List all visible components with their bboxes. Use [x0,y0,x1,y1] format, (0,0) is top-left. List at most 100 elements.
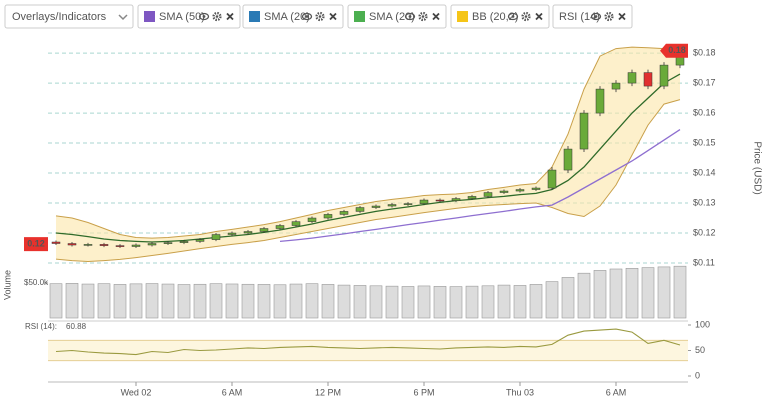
volume-bar [625,267,639,319]
candle-body [323,214,333,219]
y-tick-label: 50 [695,345,705,355]
candle-body [163,242,173,244]
moving-average [55,73,681,243]
candle-body [371,205,381,208]
volume-bar [289,283,303,319]
candle-body [595,88,605,114]
indicator-name: BB (20,2) [472,11,518,23]
volume-bar [225,283,239,319]
volume-bar [577,272,591,319]
indicator-swatch [144,11,155,22]
candle-body [115,245,125,247]
candle-body [467,196,477,199]
y-tick-label: $0.16 [693,107,716,117]
candle-body [99,244,109,246]
indicator-name: SMA (20) [369,11,415,23]
price-tag [660,43,688,58]
candle-body [211,234,221,240]
gear-icon[interactable] [315,11,325,22]
volume-bar [481,285,495,319]
volume-bar [81,283,95,319]
indicator-dropdown[interactable] [4,4,134,29]
candle-body [179,241,189,243]
x-tick-label: Wed 02 [121,387,152,397]
volume-bar [97,283,111,319]
candle-body [643,72,653,87]
x-tick-label: 6 AM [606,387,627,397]
volume-bar [657,266,671,319]
candle-body [195,239,205,242]
candle-body [275,225,285,229]
remove-icon[interactable] [329,12,337,21]
indicator-swatch [457,11,468,22]
x-tick-label: 6 PM [413,387,434,397]
candle-body [579,112,589,150]
remove-icon[interactable] [226,12,234,21]
y-tick-label: 0 [695,370,700,380]
candle-body [355,207,365,212]
y-tick-label: $0.18 [693,47,716,57]
y-axis-title: Price (USD) [751,141,762,194]
indicator-chip [242,4,344,29]
volume-bar [209,283,223,319]
volume-bar [561,277,575,319]
candle-body [131,244,141,247]
y-tick-label: $0.17 [693,77,716,87]
eye-icon[interactable] [507,12,519,21]
candle-body [147,243,157,246]
eye-icon[interactable] [590,12,602,21]
indicator-chip [552,4,633,29]
candle-body [451,198,461,201]
indicator-name: SMA (20) [264,11,310,23]
gear-icon[interactable] [604,11,614,22]
candle-body [291,221,301,226]
candle-body [51,241,61,244]
y-axis-title: Volume [2,270,12,300]
remove-icon[interactable] [618,12,626,21]
eye-icon[interactable] [198,12,210,21]
volume-bar [241,283,255,319]
candle-body [339,211,349,215]
volume-bar [417,285,431,319]
remove-icon[interactable] [535,12,543,21]
indicator-swatch [249,11,260,22]
y-tick-label: $0.11 [693,257,715,267]
gear-icon[interactable] [521,11,531,22]
volume-bar [545,281,559,319]
band-lower [55,99,681,263]
volume-bar [305,283,319,319]
volume-bar [449,286,463,319]
gear-center [318,15,322,18]
eye-icon[interactable] [301,12,313,21]
gear-icon[interactable] [212,11,222,22]
candle-body [483,192,493,197]
candle-body [83,244,93,246]
x-tick-label: 12 PM [315,387,341,397]
volume-bar [49,283,63,319]
indicator-name: RSI (14) [559,11,600,23]
eye-pupil [594,15,598,18]
volume-bar [593,270,607,319]
band-upper [55,46,681,239]
candle-body [419,199,429,204]
gear-center [607,15,611,18]
candle-body [403,203,413,205]
rsi-value: 60.88 [66,322,87,331]
gear-icon[interactable] [418,11,428,22]
volume-bar [465,285,479,319]
y-tick-label: $0.13 [693,197,716,207]
volume-bar [497,284,511,319]
eye-pupil [511,15,515,18]
eye-icon[interactable] [404,12,416,21]
remove-icon[interactable] [432,12,440,21]
candle-body [547,169,557,189]
volume-bar [513,285,527,319]
candle-body [499,190,509,193]
volume-bar [257,284,271,319]
eye-pupil [202,15,206,18]
volume-bar [193,283,207,319]
volume-bar [433,286,447,319]
volume-bar [673,265,687,319]
dropdown-caret [118,14,128,21]
